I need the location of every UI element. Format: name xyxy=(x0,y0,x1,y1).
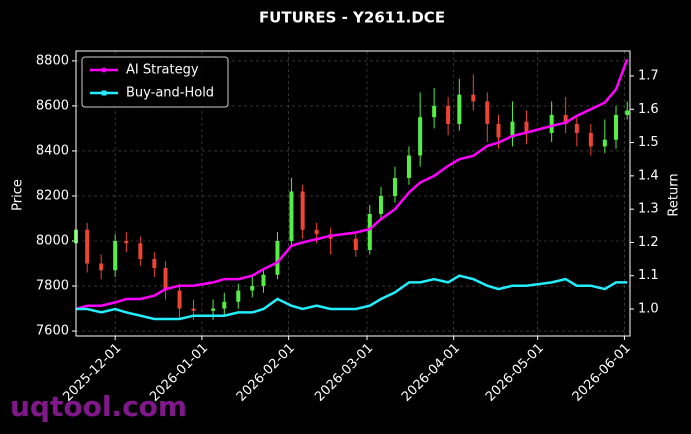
legend-box xyxy=(81,56,229,108)
candle-body xyxy=(275,241,280,275)
line-series xyxy=(76,274,628,321)
candle-body xyxy=(250,286,255,291)
candle-body xyxy=(625,110,630,115)
candle-body xyxy=(563,114,568,124)
y2-tick-label: 1.4 xyxy=(638,168,659,183)
candle-body xyxy=(614,114,619,140)
candle-body xyxy=(485,101,490,124)
candle-body xyxy=(289,191,294,241)
legend-marker xyxy=(101,67,107,73)
y2-axis-label: Return xyxy=(667,173,682,216)
candle-body xyxy=(191,308,196,311)
legend-label: AI Strategy xyxy=(126,63,199,78)
candle-body xyxy=(549,114,554,133)
candle-body xyxy=(524,121,529,133)
candle-body xyxy=(99,263,104,271)
line-series xyxy=(75,58,629,311)
y2-tick-label: 1.2 xyxy=(638,235,659,250)
candle-body xyxy=(418,117,423,156)
candle-body xyxy=(367,213,372,251)
candle-body xyxy=(574,123,579,133)
y-tick-label: 8000 xyxy=(36,234,69,249)
y-tick-label: 7800 xyxy=(36,279,69,294)
candle-body xyxy=(85,229,90,264)
y2-tick-label: 1.6 xyxy=(638,102,659,117)
y2-tick-label: 1.7 xyxy=(638,68,659,83)
candle-body xyxy=(300,191,305,230)
y-axis-label: Price xyxy=(11,179,26,211)
plot-frame xyxy=(75,50,631,337)
legend-label: Buy-and-Hold xyxy=(126,86,214,101)
legend-marker xyxy=(101,90,107,96)
candle-body xyxy=(457,94,462,124)
y-tick-label: 8800 xyxy=(36,53,69,68)
y2-tick-label: 1.1 xyxy=(638,268,659,283)
candle-body xyxy=(163,268,168,291)
candle-body xyxy=(113,241,118,271)
watermark: uqtool.com xyxy=(10,390,187,423)
candle-body xyxy=(471,94,476,102)
y2-tick-label: 1.3 xyxy=(638,202,659,217)
candle-body xyxy=(138,243,143,260)
candle-body xyxy=(406,155,411,178)
candle-body xyxy=(446,105,451,124)
y-tick-label: 8400 xyxy=(36,143,69,158)
y-tick-label: 7600 xyxy=(36,324,69,339)
candle-body xyxy=(602,139,607,147)
candle-body xyxy=(211,308,216,311)
candle-body xyxy=(588,132,593,147)
candle-body xyxy=(261,274,266,287)
candle-body xyxy=(177,290,182,309)
y-tick-label: 8200 xyxy=(36,188,69,203)
candle-body xyxy=(496,123,501,138)
y2-tick-label: 1.5 xyxy=(638,135,659,150)
candle-body xyxy=(314,229,319,235)
chart-title: FUTURES - Y2611.DCE xyxy=(259,9,445,27)
candle-body xyxy=(236,290,241,302)
candle-body xyxy=(353,238,358,251)
candle-body xyxy=(378,195,383,214)
candle-body xyxy=(392,177,397,196)
candle-body xyxy=(510,121,515,138)
y-tick-label: 8600 xyxy=(36,98,69,113)
candle-body xyxy=(124,241,129,244)
candle-body xyxy=(222,301,227,309)
candle-body xyxy=(432,105,437,118)
y2-tick-label: 1.0 xyxy=(638,302,659,317)
candle-body xyxy=(152,259,157,269)
